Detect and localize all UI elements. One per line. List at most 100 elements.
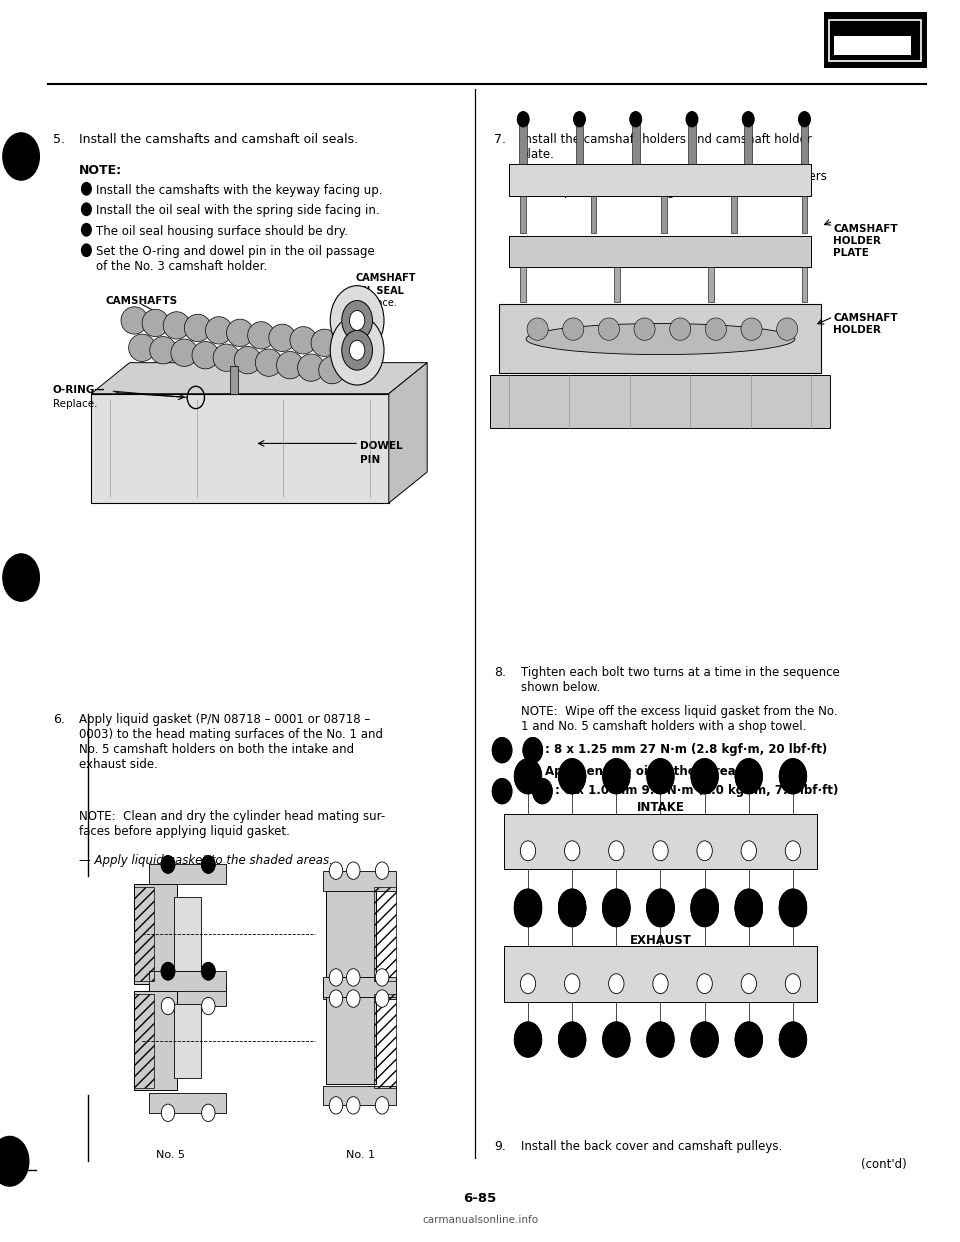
Bar — [632, 124, 639, 164]
Ellipse shape — [184, 314, 211, 342]
Circle shape — [741, 974, 756, 994]
Circle shape — [852, 40, 859, 51]
Text: 1: 1 — [658, 898, 663, 908]
Text: NOTE:: NOTE: — [79, 164, 122, 176]
Text: 5.: 5. — [53, 133, 64, 145]
Circle shape — [697, 841, 712, 861]
Circle shape — [603, 759, 630, 794]
Circle shape — [840, 40, 848, 51]
Bar — [323, 871, 396, 891]
Circle shape — [375, 990, 389, 1007]
Circle shape — [630, 112, 641, 127]
Text: HOLDER: HOLDER — [833, 236, 881, 246]
Text: INTAKE: INTAKE — [636, 801, 684, 814]
Bar — [801, 124, 808, 164]
Text: PLATE: PLATE — [833, 248, 869, 258]
Text: 2: 2 — [658, 895, 663, 905]
Circle shape — [523, 738, 542, 763]
Text: No. 5: No. 5 — [156, 1150, 185, 1160]
Bar — [323, 979, 396, 999]
Circle shape — [574, 112, 586, 127]
Circle shape — [840, 40, 848, 51]
Circle shape — [647, 892, 674, 927]
Bar — [509, 164, 811, 196]
Ellipse shape — [142, 309, 169, 337]
Text: 10: 10 — [528, 741, 538, 751]
Circle shape — [735, 1022, 762, 1057]
Text: : 8 x 1.25 mm 27 N·m (2.8 kgf·m, 20 lbf·ft): : 8 x 1.25 mm 27 N·m (2.8 kgf·m, 20 lbf·… — [545, 743, 828, 755]
Text: NOTE:  Wipe off the excess liquid gasket from the No.
1 and No. 5 camshaft holde: NOTE: Wipe off the excess liquid gasket … — [521, 705, 838, 734]
Bar — [490, 375, 830, 428]
Circle shape — [735, 759, 762, 794]
Ellipse shape — [777, 318, 798, 340]
Circle shape — [603, 759, 630, 794]
Bar — [824, 12, 926, 67]
Circle shape — [329, 990, 343, 1007]
Text: 6: 6 — [613, 895, 619, 905]
Circle shape — [852, 40, 859, 51]
Bar — [520, 267, 526, 302]
Circle shape — [520, 841, 536, 861]
Ellipse shape — [670, 318, 691, 340]
Ellipse shape — [150, 337, 177, 364]
Bar — [326, 997, 376, 1084]
Circle shape — [515, 759, 541, 794]
Circle shape — [741, 841, 756, 861]
Bar — [837, 40, 904, 50]
Circle shape — [515, 889, 541, 924]
Ellipse shape — [171, 339, 198, 366]
Bar — [134, 991, 177, 1090]
Bar — [134, 884, 177, 984]
Circle shape — [686, 112, 698, 127]
Text: Install the oil seal with the spring side facing in.: Install the oil seal with the spring sid… — [96, 204, 379, 217]
Circle shape — [202, 963, 215, 980]
Circle shape — [691, 1022, 718, 1057]
Circle shape — [517, 112, 529, 127]
Ellipse shape — [527, 318, 548, 340]
Bar — [708, 267, 713, 302]
Ellipse shape — [255, 349, 282, 376]
Bar — [802, 267, 807, 302]
Text: 12: 12 — [787, 895, 799, 905]
Circle shape — [785, 974, 801, 994]
Circle shape — [799, 112, 810, 127]
Text: The oil seal housing surface should be dry.: The oil seal housing surface should be d… — [96, 225, 348, 237]
Circle shape — [647, 1022, 674, 1057]
Ellipse shape — [227, 319, 253, 347]
Circle shape — [82, 183, 91, 195]
Circle shape — [735, 759, 762, 794]
Circle shape — [647, 892, 674, 927]
Text: 2: 2 — [658, 1028, 663, 1038]
Text: 5: 5 — [613, 898, 619, 908]
Bar — [149, 1093, 226, 1113]
Circle shape — [780, 759, 806, 794]
Circle shape — [202, 997, 215, 1015]
Bar — [149, 971, 226, 991]
Circle shape — [697, 974, 712, 994]
Text: 4: 4 — [702, 895, 708, 905]
Circle shape — [780, 759, 806, 794]
Bar — [688, 124, 696, 164]
Text: 10: 10 — [566, 895, 578, 905]
Circle shape — [647, 1022, 674, 1057]
Text: 1: 1 — [658, 765, 663, 775]
Text: 11: 11 — [497, 782, 507, 792]
Circle shape — [564, 974, 580, 994]
Ellipse shape — [213, 344, 240, 371]
Bar — [744, 124, 752, 164]
Text: 18: 18 — [537, 782, 548, 792]
Circle shape — [515, 1022, 541, 1057]
Polygon shape — [91, 363, 427, 394]
Circle shape — [875, 40, 882, 51]
Circle shape — [202, 856, 215, 873]
Circle shape — [603, 889, 630, 924]
Circle shape — [735, 892, 762, 927]
Text: 6.: 6. — [53, 713, 64, 725]
Text: 9.: 9. — [494, 1140, 506, 1153]
Circle shape — [742, 112, 754, 127]
Circle shape — [347, 862, 360, 879]
Circle shape — [603, 1022, 630, 1057]
Circle shape — [515, 892, 541, 927]
Text: (cont'd): (cont'd) — [861, 1158, 907, 1170]
Circle shape — [330, 315, 384, 385]
